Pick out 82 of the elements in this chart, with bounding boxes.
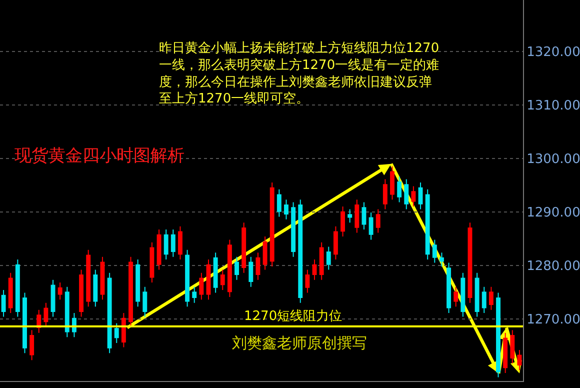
candlestick <box>220 269 225 291</box>
candlestick <box>432 239 437 264</box>
text: 现货黄金四小时图解析 <box>14 146 184 166</box>
candlestick <box>142 286 148 318</box>
candlestick <box>397 176 402 203</box>
candlestick <box>227 239 232 298</box>
candlestick <box>206 259 211 300</box>
candlestick <box>503 332 508 374</box>
candlestick <box>256 252 260 280</box>
y-tick-label: 1290.00 <box>526 205 580 220</box>
candlestick <box>446 262 452 314</box>
candlestick <box>382 178 388 210</box>
candlestick <box>474 272 480 318</box>
candlestick <box>100 256 105 300</box>
candlestick <box>64 286 70 338</box>
candlestick <box>58 282 62 300</box>
y-tick-label: 1300.00 <box>526 152 580 167</box>
candlestick <box>262 236 268 270</box>
candlestick <box>291 202 296 258</box>
y-tick-label: 1280.00 <box>526 258 580 274</box>
candlestick <box>454 286 458 308</box>
candlestick <box>164 229 168 260</box>
candlestick <box>326 246 331 270</box>
candlestick <box>44 302 48 328</box>
candlestick <box>107 272 112 354</box>
candlestick <box>30 330 34 361</box>
y-tick-label: 1310.00 <box>526 98 580 114</box>
candlestick <box>319 242 324 280</box>
candlestick <box>276 188 282 218</box>
candlestick <box>79 269 84 318</box>
candlestick <box>390 166 394 200</box>
candlestick <box>482 286 486 314</box>
candlestick <box>362 202 366 230</box>
candlestick <box>178 226 182 260</box>
candlestick <box>114 322 119 344</box>
candlestick <box>136 259 140 308</box>
candlestick <box>121 312 126 348</box>
candlestick <box>8 272 13 314</box>
candlestick <box>170 229 176 258</box>
candlestick <box>50 279 56 318</box>
candlestick <box>418 182 423 210</box>
candlestick <box>15 259 20 318</box>
annotation: 刘樊鑫老师原创撰写 <box>232 334 367 352</box>
candlestick <box>22 292 27 354</box>
candlestick <box>242 222 246 274</box>
annotation: 昨日黄金小幅上扬未能打破上方短线阻力位1270一线，那么表明突破上方1270一线是有一定的难度，那么今日在操作上刘樊鑫老师依旧建议反弹至上方1270一线即可空。 <box>159 40 440 107</box>
candlestick <box>517 349 522 371</box>
candlestick <box>248 256 254 288</box>
candlestick <box>460 272 466 318</box>
y-tick-label: 1320.00 <box>526 44 580 60</box>
candlestick <box>496 292 500 378</box>
candlestick <box>376 208 380 234</box>
candlestick <box>305 269 310 294</box>
candlestick <box>298 199 303 304</box>
candlestick <box>93 269 98 308</box>
candlestick <box>185 249 190 308</box>
candlestick <box>1 290 6 318</box>
candlestick <box>333 226 338 260</box>
candlestick <box>354 199 360 234</box>
candlestick <box>199 272 204 300</box>
candlestick <box>270 182 274 267</box>
ref-line-label: 1270短线阻力位 <box>244 309 342 324</box>
candlestick <box>439 252 444 267</box>
candlestick <box>468 222 472 304</box>
candlestick <box>425 188 430 260</box>
y-tick-label: 1270.00 <box>526 312 580 328</box>
candlestick <box>348 208 352 224</box>
candlestick <box>488 286 494 310</box>
candlestick <box>510 330 515 364</box>
candlestick <box>284 199 288 220</box>
candlestick <box>86 249 91 308</box>
candlestick <box>150 242 154 284</box>
candlestick <box>213 252 218 294</box>
candlestick <box>312 259 317 280</box>
candlestick <box>156 229 162 270</box>
candlestick <box>404 178 409 210</box>
candlestick <box>340 206 346 238</box>
candlestick <box>368 212 374 240</box>
candlestick <box>192 286 197 304</box>
candlestick <box>234 256 239 280</box>
candlestick <box>128 256 133 328</box>
candlestick <box>411 186 416 208</box>
